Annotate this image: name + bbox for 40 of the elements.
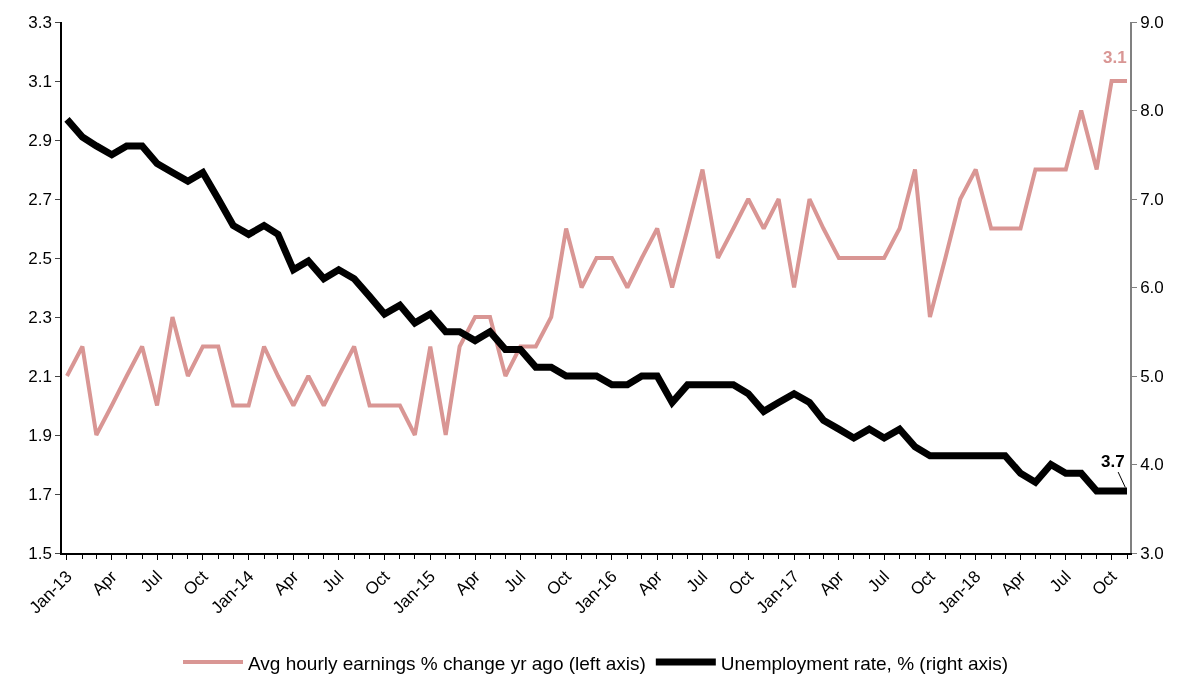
x-tick-label: Apr: [270, 566, 303, 600]
y-tick-label: 2.1: [28, 366, 52, 386]
x-tick-label: Jul: [864, 567, 893, 596]
x-tick-label: Apr: [633, 566, 667, 600]
y-tick-label: 2.9: [28, 130, 52, 150]
x-tick-label: Jul: [318, 567, 348, 596]
y2-tick-label: 5.0: [1140, 366, 1164, 386]
y2-tick-label: 4.0: [1140, 455, 1164, 475]
x-tick-label: Apr: [997, 566, 1030, 600]
legend-label: Avg hourly earnings % change yr ago (left axis): [248, 652, 646, 674]
annotation: 3.1: [1103, 48, 1127, 67]
y2-tick-label: 8.0: [1140, 101, 1164, 121]
y2-tick-label: 9.0: [1140, 12, 1164, 32]
x-tick-label: Oct: [542, 566, 576, 600]
y2-tick-label: 6.0: [1140, 278, 1164, 298]
x-tick-label: Apr: [815, 566, 848, 600]
x-tick-label: Oct: [724, 566, 758, 600]
y-tick-label: 3.3: [28, 12, 52, 32]
x-tick-label: Apr: [88, 566, 121, 600]
x-tick-label: Oct: [906, 566, 939, 600]
y-tick-label: 2.5: [28, 248, 52, 268]
y2-tick-label: 3.0: [1140, 543, 1164, 563]
x-tick-label: Oct: [361, 566, 394, 600]
legend-label: Unemployment rate, % (right axis): [720, 652, 1009, 674]
x-tick-label: Jul: [682, 567, 712, 596]
y-tick-label: 1.7: [28, 484, 52, 504]
x-tick-label: Jul: [500, 567, 530, 596]
line-series: [64, 79, 1130, 437]
y-tick-label: 1.5: [28, 543, 52, 563]
y-tick-label: 3.1: [28, 71, 52, 91]
y-tick-label: 2.3: [28, 307, 52, 327]
y-tick-label: 1.9: [28, 425, 52, 445]
x-tick-label: Jul: [137, 567, 166, 596]
y2-tick-label: 7.0: [1140, 189, 1164, 209]
x-tick-label: Jul: [1045, 567, 1075, 596]
annotation: 3.7: [1101, 452, 1125, 471]
x-tick-label: Oct: [179, 566, 212, 600]
x-tick-label: Oct: [1088, 566, 1121, 600]
y-tick-label: 2.7: [28, 189, 52, 209]
x-tick-label: Apr: [451, 566, 485, 600]
